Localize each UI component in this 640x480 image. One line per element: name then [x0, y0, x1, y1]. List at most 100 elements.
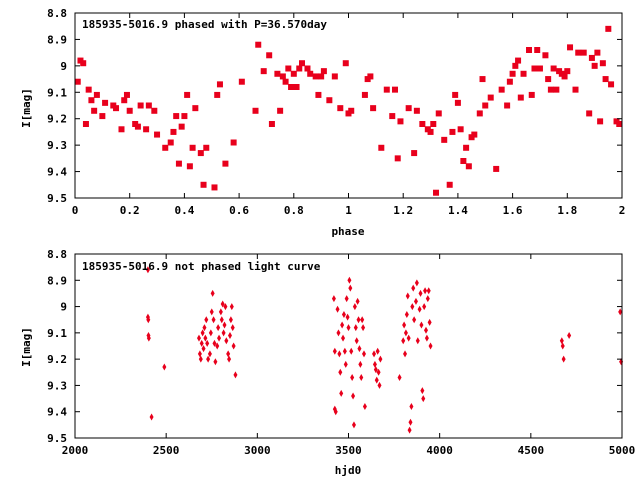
unphased-data-point — [344, 295, 349, 303]
phased-data-point — [430, 121, 437, 127]
phased-data-point — [342, 60, 349, 67]
unphased-data-point — [217, 334, 222, 342]
phased-data-point — [134, 123, 141, 130]
phased-data-point — [561, 73, 568, 80]
phased-x-tick-label: 0.8 — [284, 204, 304, 217]
unphased-y-axis-label: I[mag] — [20, 327, 33, 367]
phased-x-tick-label: 1.6 — [503, 204, 523, 217]
unphased-data-point — [426, 287, 431, 295]
unphased-data-point — [222, 321, 227, 329]
phased-data-point — [605, 25, 612, 32]
phased-data-point — [162, 144, 169, 151]
phased-data-point — [580, 49, 587, 56]
phased-data-point — [394, 155, 401, 162]
unphased-data-point — [219, 316, 224, 324]
phased-data-point — [80, 60, 87, 67]
unphased-data-point — [417, 305, 422, 313]
phased-data-point — [304, 65, 311, 72]
phased-data-point — [465, 163, 472, 170]
unphased-data-point — [213, 358, 218, 366]
unphased-data-point — [227, 355, 232, 363]
unphased-data-point — [332, 347, 337, 355]
unphased-data-point — [412, 316, 417, 324]
unphased-data-point — [352, 303, 357, 311]
unphased-data-point — [338, 368, 343, 376]
unphased-data-point — [407, 426, 412, 434]
unphased-data-point — [428, 342, 433, 350]
phased-data-point — [572, 86, 579, 93]
unphased-data-point — [567, 331, 572, 339]
unphased-data-point — [223, 303, 228, 311]
phased-y-tick-label: 9.3 — [47, 139, 67, 152]
unphased-data-point — [413, 297, 418, 305]
phased-data-point — [498, 86, 505, 93]
phased-data-point — [504, 102, 511, 109]
phased-data-point — [575, 49, 582, 56]
unphased-data-point — [211, 316, 216, 324]
phased-data-point — [506, 78, 513, 85]
unphased-data-point — [419, 321, 424, 329]
phased-data-point — [599, 60, 606, 67]
unphased-data-point — [361, 324, 366, 332]
phased-y-tick-label: 9.5 — [47, 192, 67, 205]
unphased-data-point — [356, 316, 361, 324]
phased-data-point — [454, 99, 461, 106]
unphased-data-point — [422, 303, 427, 311]
phased-data-point — [320, 68, 327, 75]
unphased-data-point — [408, 418, 413, 426]
phased-data-point — [331, 73, 338, 80]
phased-data-point — [260, 68, 267, 75]
unphased-data-point — [198, 355, 203, 363]
phased-data-point — [274, 70, 281, 77]
unphased-data-point — [421, 395, 426, 403]
phased-data-point — [121, 97, 128, 104]
unphased-x-tick-label: 4000 — [426, 444, 453, 457]
phased-data-point — [542, 52, 549, 59]
phased-data-point — [173, 113, 180, 120]
unphased-data-point — [210, 289, 215, 297]
unphased-x-tick-label: 3000 — [244, 444, 271, 457]
phased-data-point — [189, 144, 196, 151]
phased-data-point — [383, 86, 390, 93]
unphased-data-point — [220, 300, 225, 308]
unphased-x-tick-label: 3500 — [335, 444, 362, 457]
phased-x-tick-label: 0.2 — [120, 204, 140, 217]
phased-data-point — [463, 144, 470, 151]
unphased-data-point — [221, 329, 226, 337]
phased-x-tick-label: 1.8 — [557, 204, 577, 217]
unphased-data-point — [209, 308, 214, 316]
phased-x-tick-label: 0 — [72, 204, 79, 217]
phased-data-point — [397, 118, 404, 125]
unphased-data-point — [203, 334, 208, 342]
unphased-data-point — [200, 329, 205, 337]
phased-x-tick-label: 1.2 — [393, 204, 413, 217]
phased-data-point — [145, 102, 152, 109]
unphased-data-point — [410, 303, 415, 311]
phased-data-point — [315, 91, 322, 98]
unphased-x-tick-label: 4500 — [518, 444, 545, 457]
unphased-data-point — [341, 310, 346, 318]
phased-data-point — [361, 91, 368, 98]
phased-data-point — [326, 97, 333, 104]
unphased-data-point — [215, 342, 220, 350]
phased-data-point — [85, 86, 92, 93]
unphased-data-point — [415, 337, 420, 345]
unphased-data-point — [336, 329, 341, 337]
unphased-data-point — [362, 402, 367, 410]
phased-data-point — [479, 76, 486, 83]
unphased-data-point — [374, 376, 379, 384]
unphased-data-point — [418, 289, 423, 297]
phased-data-point — [211, 184, 218, 191]
phased-x-ticks: 0 0.2 0.4 0.6 0.8 1 1.2 1.4 1.6 1.8 2 — [72, 13, 625, 217]
unphased-data-point — [197, 350, 202, 358]
unphased-data-point — [353, 324, 358, 332]
phased-data-point — [238, 78, 245, 85]
unphased-x-axis-label: hjd0 — [335, 464, 362, 477]
phased-data-point — [586, 110, 593, 117]
unphased-data-point — [341, 334, 346, 342]
unphased-data-point — [339, 389, 344, 397]
phased-data-point — [526, 47, 533, 53]
phased-data-point — [277, 107, 284, 114]
phased-data-point — [151, 107, 158, 114]
